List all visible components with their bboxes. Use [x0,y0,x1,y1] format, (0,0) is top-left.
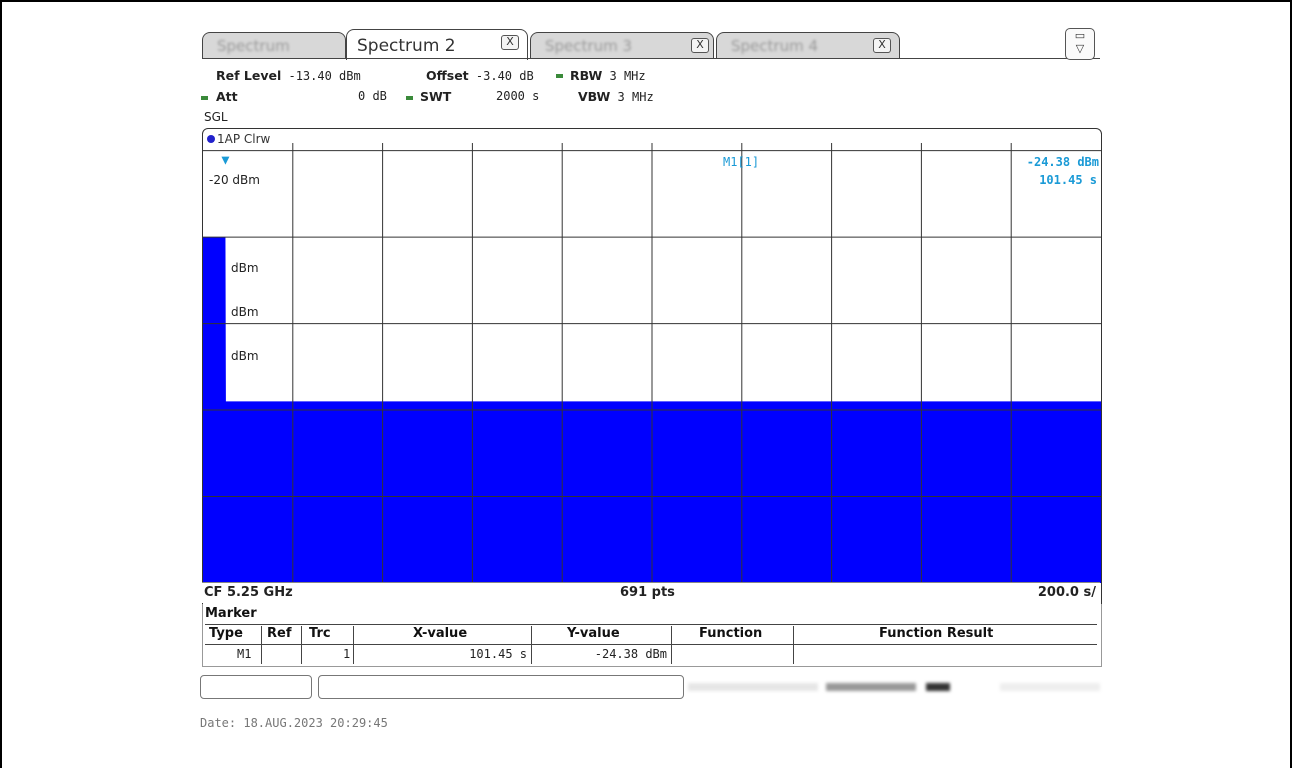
close-icon[interactable]: X [501,35,519,50]
header-x-value: X-value [413,626,468,641]
divider [353,626,354,664]
time-per-division: 200.0 s/ [1037,585,1096,600]
tab-spectrum-2[interactable]: Spectrum 2 X [346,29,528,60]
menu-dropdown-icon[interactable]: ▭ ▽ [1065,28,1095,60]
ref-level-value: -13.40 dBm [288,69,361,83]
tab-label: Spectrum 3 [545,37,632,55]
y-label-1: -20 dBm [209,173,260,187]
att-label: Att [216,89,238,104]
tab-label: Spectrum 4 [731,37,818,55]
sweep-mode: SGL [204,110,228,124]
y-label-4: dBm [231,305,259,319]
header-trc: Trc [309,626,331,641]
header-function: Function [699,626,763,641]
att-coupled-indicator [201,96,208,100]
cell-y-value: -24.38 dBm [594,647,667,661]
trace-plot [203,143,1101,583]
marker-triangle[interactable] [221,156,230,165]
rbw-value: 3 MHz [609,69,646,83]
tab-label: Spectrum [217,37,290,55]
close-icon[interactable]: X [691,38,709,53]
rbw-setting: RBW 3 MHz [570,68,646,83]
y-label-3: dBm [231,261,259,275]
marker-level: -24.38 dBm [1026,155,1099,169]
header-function-result: Function Result [879,626,994,641]
ref-level-setting: Ref Level -13.40 dBm [216,68,361,83]
marker-table: Marker Type Ref Trc X-value Y-value Func… [202,604,1102,667]
divider [205,624,1097,625]
trace-label-text: 1AP Clrw [217,132,271,146]
marker-table-title: Marker [205,606,257,621]
diagram-footer: CF 5.25 GHz 691 pts 200.0 s/ [202,582,1100,603]
rbw-label: RBW [570,68,603,83]
status-box-message [318,675,684,699]
y-label-5: dBm [231,349,259,363]
offset-label: Offset [426,68,469,83]
marker-time: 101.45 s [1039,173,1097,187]
vbw-label: VBW [578,89,611,104]
y-label-2: -30 dBm [209,217,260,231]
rbw-coupled-indicator [556,74,563,78]
spectrum-diagram[interactable]: 1AP Clrw -20 dBm -30 dBm dBm dBm dBm M1[… [202,128,1102,606]
trace-label: 1AP Clrw [207,132,270,146]
divider [301,626,302,664]
tab-spectrum-4[interactable]: Spectrum 4 X [716,32,900,59]
sweep-points: 691 pts [620,585,675,600]
vbw-setting: VBW 3 MHz [578,89,654,104]
cell-type: M1 [237,647,252,661]
close-icon[interactable]: X [873,38,891,53]
status-box-left [200,675,312,699]
offset-value: -3.40 dB [475,69,534,83]
tab-spectrum-3[interactable]: Spectrum 3 X [530,32,714,59]
marker-name: M1[1] [723,155,760,169]
divider [793,626,794,664]
divider [261,626,262,664]
status-icon [926,683,950,691]
center-frequency: CF 5.25 GHz [204,585,293,600]
cell-trc: 1 [343,647,351,661]
divider [205,644,1097,645]
status-indicator [826,683,916,691]
status-progress [688,683,818,691]
swt-label: SWT [420,89,452,104]
vbw-value: 3 MHz [617,90,654,104]
att-value: 0 dB [358,89,387,103]
offset-setting: Offset -3.40 dB [426,68,534,83]
tab-spectrum[interactable]: Spectrum [202,32,346,59]
ref-level-label: Ref Level [216,68,282,83]
swt-setting: SWT [420,89,451,104]
swt-value: 2000 s [496,89,540,103]
header-type: Type [209,626,243,641]
capture-date: Date: 18.AUG.2023 20:29:45 [200,716,388,730]
tab-baseline [202,58,1100,59]
swt-coupled-indicator [406,96,413,100]
status-datetime [1000,683,1100,691]
divider [671,626,672,664]
divider [531,626,532,664]
header-ref: Ref [267,626,292,641]
tab-label: Spectrum 2 [357,36,456,56]
header-y-value: Y-value [567,626,620,641]
att-setting: Att [216,89,238,104]
cell-x-value: 101.45 s [469,647,527,661]
trace-dot-icon [207,135,215,143]
